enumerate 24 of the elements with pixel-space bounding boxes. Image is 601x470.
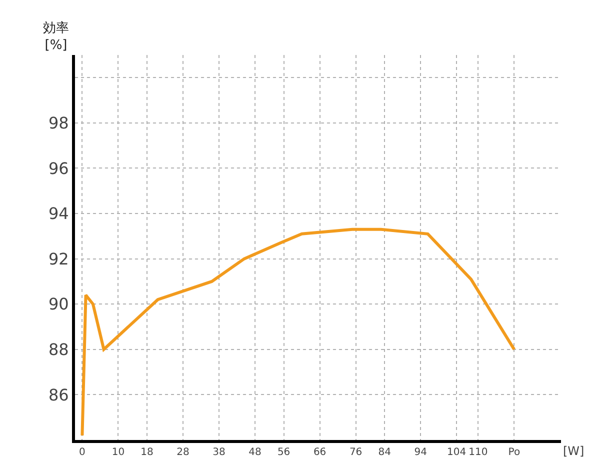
y-tick-label: 88 <box>48 340 69 360</box>
x-tick-label: 38 <box>212 447 226 458</box>
y-tick-label: 96 <box>48 158 69 178</box>
x-tick-label: 0 <box>79 447 86 458</box>
y-tick-label: 92 <box>48 249 69 268</box>
x-tick-label: 18 <box>140 447 154 458</box>
y-tick-label: 90 <box>48 294 69 314</box>
x-tick-label: 66 <box>313 447 326 458</box>
x-tick-label: 76 <box>349 447 362 458</box>
y-tick-label: 86 <box>48 385 69 404</box>
x-axis-title: [W] <box>563 444 584 458</box>
x-tick-label: 84 <box>378 447 391 458</box>
x-tick-label: 94 <box>414 447 427 458</box>
y-tick-label: 94 <box>48 204 69 224</box>
x-tick-label: Po <box>508 447 520 458</box>
x-tick-label: 28 <box>176 447 190 458</box>
x-tick-label: 104 <box>447 447 466 458</box>
x-tick-label: 56 <box>277 447 290 458</box>
y-tick-label: 98 <box>48 114 69 133</box>
line-series <box>80 228 516 437</box>
y-axis-title: 効率 [%] <box>43 20 69 53</box>
x-tick-label: 48 <box>248 447 262 458</box>
x-tick-label: 10 <box>112 447 125 458</box>
x-tick-label: 110 <box>468 447 488 458</box>
